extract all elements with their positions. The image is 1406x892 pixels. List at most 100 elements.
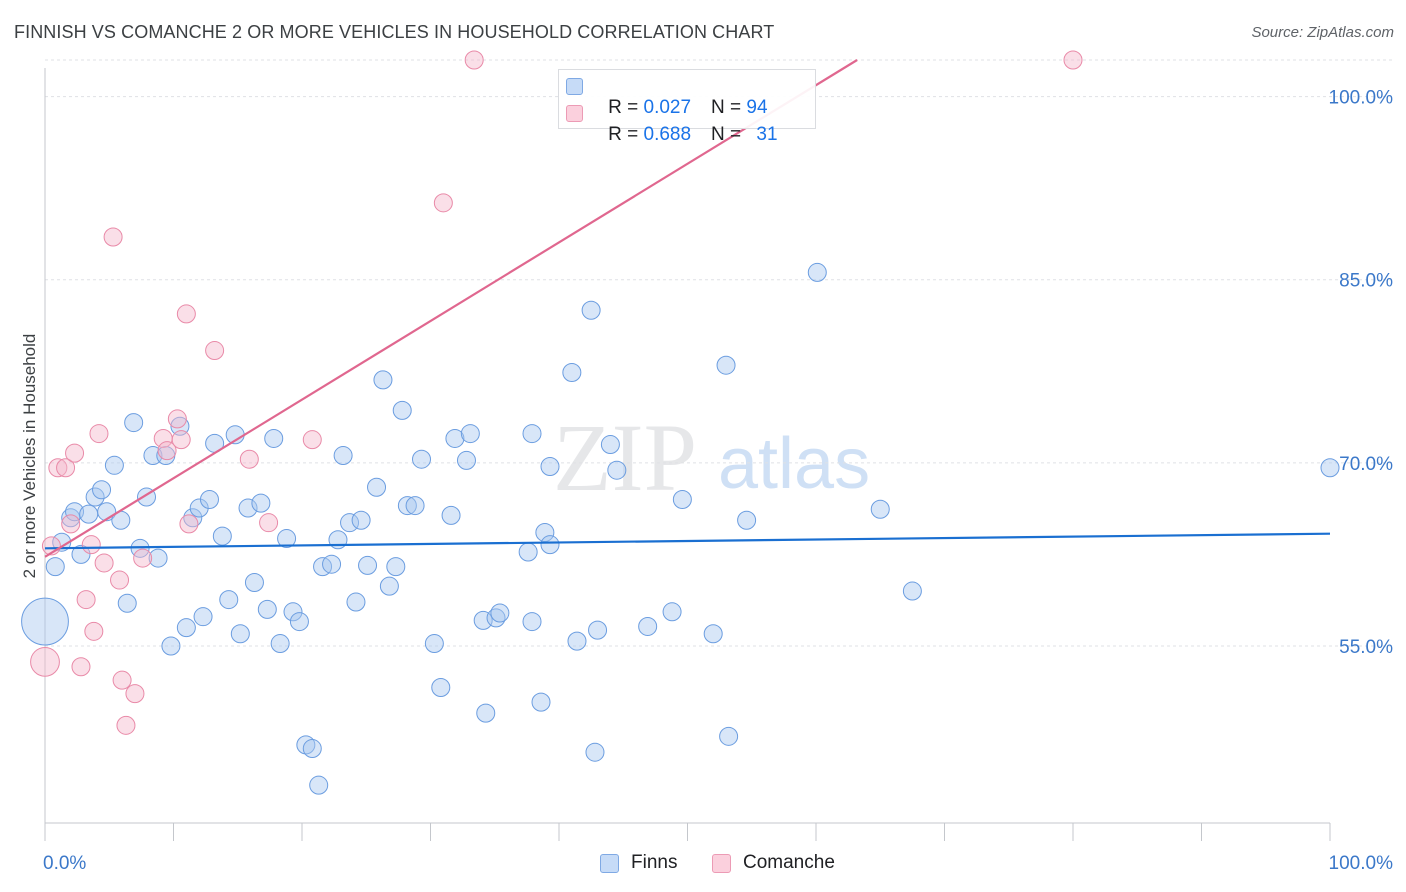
comanche-point	[110, 570, 130, 590]
comanche-swatch	[566, 105, 583, 122]
comanche-point	[464, 50, 484, 70]
finns-point	[161, 636, 181, 656]
finns-point	[522, 424, 542, 444]
comanche-point	[259, 513, 279, 533]
finns-point	[456, 450, 476, 470]
correlation-legend: R = 0.027 N = 94 R = 0.688 N = 31	[558, 69, 816, 145]
finns-point	[518, 542, 538, 562]
finns-point	[346, 592, 366, 612]
comanche-point	[167, 409, 187, 429]
comanche-point	[112, 670, 132, 690]
finns-point	[148, 548, 168, 568]
comanche-legend-label: Comanche	[743, 852, 835, 873]
finns-point	[424, 634, 444, 654]
source-label: Source: ZipAtlas.com	[1251, 24, 1394, 41]
finns-point	[386, 557, 406, 577]
finns-point	[65, 502, 85, 522]
finns-point	[85, 487, 105, 507]
comanche-point	[133, 548, 153, 568]
x-tick-label-max: 100.0%	[1329, 853, 1394, 874]
finns-point	[358, 555, 378, 575]
finns-point	[870, 499, 890, 519]
finns-point	[193, 607, 213, 627]
finns-point	[79, 504, 99, 524]
finns-point	[460, 424, 480, 444]
axis-labels: 55.0% 70.0% 85.0% 100.0% 0.0% 100.0% 2 or more…	[20, 88, 1393, 874]
finns-point	[351, 510, 371, 530]
finns-point	[412, 449, 432, 469]
data-points	[21, 50, 1340, 795]
finns-point	[270, 634, 290, 654]
finns-point	[562, 363, 582, 383]
comanche-trend-line	[44, 59, 858, 558]
comanche-r-label: R =	[608, 124, 644, 145]
comanche-point	[89, 424, 109, 444]
finns-point	[716, 355, 736, 375]
finns-point	[703, 624, 723, 644]
finns-point	[719, 726, 739, 746]
finns-point	[567, 631, 587, 651]
finns-trend-line	[44, 532, 1331, 550]
comanche-point	[81, 535, 101, 555]
y-tick-label: 55.0%	[1339, 637, 1393, 658]
finns-point	[333, 446, 353, 466]
finns-point	[21, 597, 69, 646]
comanche-point	[179, 514, 199, 534]
comanche-point	[65, 443, 85, 463]
finns-point	[600, 435, 620, 455]
finns-point	[92, 480, 112, 500]
finns-point	[199, 489, 219, 509]
comanche-point	[48, 458, 68, 478]
finns-point	[373, 370, 393, 390]
finns-point	[283, 602, 303, 622]
finns-point	[238, 498, 258, 518]
comanche-point	[239, 449, 259, 469]
finns-point	[45, 557, 65, 577]
legend-row-finns: R = 0.027 N = 94	[566, 75, 768, 118]
finns-point	[302, 739, 322, 759]
finns-point	[61, 508, 81, 528]
finns-point	[322, 554, 342, 574]
finns-point	[638, 616, 658, 636]
comanche-point	[433, 193, 453, 213]
finns-point	[581, 300, 601, 320]
comanche-point	[125, 684, 145, 704]
finns-point	[379, 576, 399, 596]
comanche-r-value: 0.688	[643, 124, 692, 145]
axes	[44, 68, 1331, 841]
finns-point	[397, 496, 417, 516]
finns-point	[212, 526, 232, 546]
comanche-point	[157, 441, 177, 461]
grid-lines	[45, 59, 1395, 647]
finns-n-label: N =	[711, 97, 747, 118]
finns-point	[117, 593, 137, 613]
y-tick-label: 85.0%	[1339, 271, 1393, 292]
finns-point	[71, 544, 91, 564]
watermark-zip: ZIP	[553, 404, 697, 511]
y-tick-label: 100.0%	[1329, 88, 1394, 109]
finns-point	[405, 496, 425, 516]
comanche-point	[176, 304, 196, 324]
finns-point	[104, 455, 124, 475]
finns-point	[522, 612, 542, 632]
comanche-point	[116, 715, 136, 735]
trend-lines	[44, 59, 1331, 558]
finns-point	[277, 529, 297, 549]
finns-n-value: 94	[746, 97, 768, 118]
finns-point	[490, 603, 510, 623]
finns-point	[540, 457, 560, 477]
finns-point	[176, 618, 196, 638]
finns-point	[367, 477, 387, 497]
finns-point	[807, 262, 827, 282]
comanche-point	[94, 553, 114, 573]
finns-point	[441, 505, 461, 525]
finns-point	[540, 535, 560, 555]
comanche-point	[171, 430, 191, 450]
finns-point	[902, 581, 922, 601]
comanche-point	[71, 657, 91, 677]
finns-point	[445, 428, 465, 448]
finns-point	[340, 513, 360, 533]
chart-title: FINNISH VS COMANCHE 2 OR MORE VEHICLES I…	[14, 22, 775, 42]
comanche-point	[84, 621, 104, 641]
